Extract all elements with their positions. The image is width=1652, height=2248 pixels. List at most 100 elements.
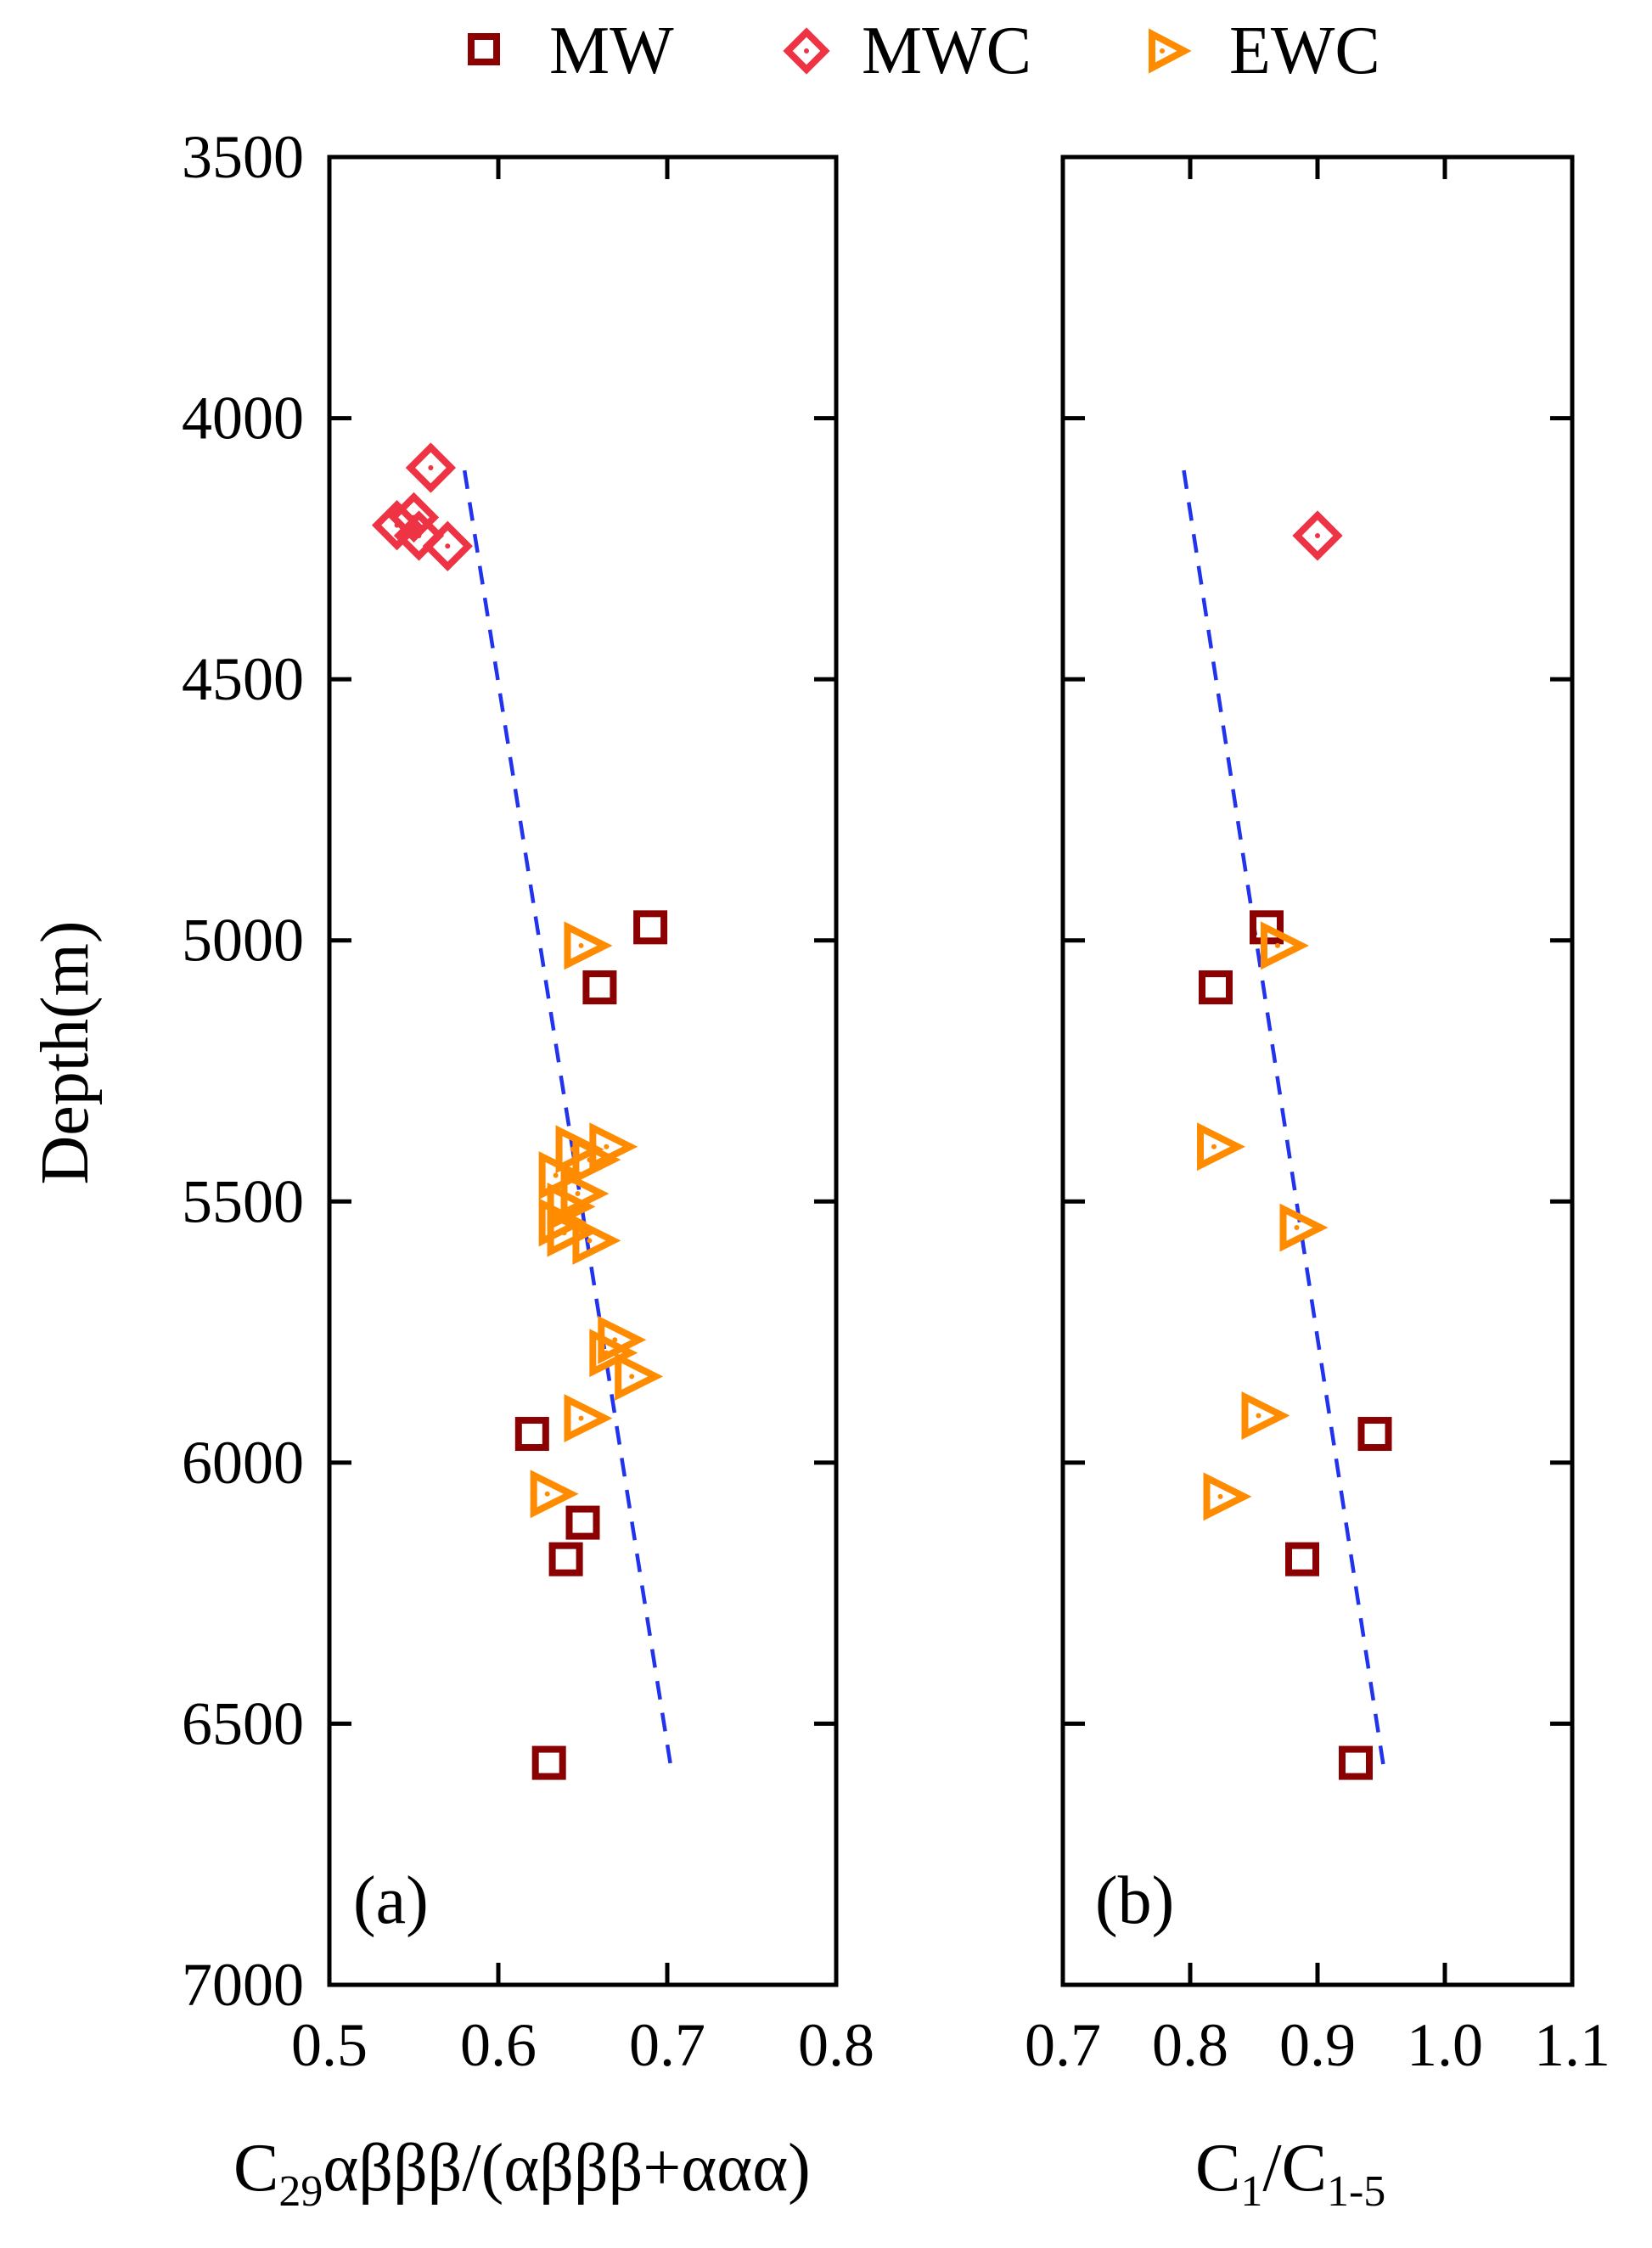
y-tick-label-6: 6500 [182,1689,304,1757]
point-a-ewc-14 [530,1470,579,1519]
point-a-ewc-11-dot [604,1350,610,1356]
y-tick-label-2: 4500 [182,645,304,713]
legend-item-mwc: MWC [783,14,1031,88]
point-a-mwc-4-dot [445,543,451,549]
point-b-ewc-4-dot [1217,1493,1223,1499]
point-b-mwc-0-dot [1315,532,1320,538]
point-a-ewc-8 [547,1208,596,1257]
point-a-ewc-6-dot [561,1204,567,1210]
point-b-ewc-0-dot [1275,942,1280,948]
point-a-ewc-0 [564,921,613,970]
point-a-ewc-14-dot [544,1491,550,1497]
y-tick-label-4: 5500 [182,1167,304,1235]
legend-label-ewc: EWC [1229,14,1380,88]
point-b-mw-2 [1357,1417,1392,1452]
point-a-ewc-3-dot [587,1157,593,1163]
point-a-ewc-12 [615,1352,664,1401]
point-a-ewc-4-dot [553,1172,559,1178]
point-b-ewc-2 [1279,1203,1329,1252]
x-axis-title-a-base: C [233,2131,278,2206]
x-tick-label-a-2: 0.7 [629,2011,705,2079]
point-a-ewc-12-dot [629,1374,635,1380]
x-axis-title-b: C1/C1-5 [1195,2131,1385,2216]
point-a-mw-4 [548,1542,583,1576]
x-tick-label-b-1: 0.8 [1152,2011,1228,2079]
point-a-mw-5 [531,1745,566,1780]
y-axis-title: Depth(m) [28,920,103,1184]
legend-marker-mwc [783,27,830,75]
point-b-ewc-0 [1261,921,1309,970]
point-a-mwc-3-dot [416,532,422,538]
x-axis-title-b-sub2: 1-5 [1327,2167,1385,2216]
x-axis-title-b-base: C [1195,2131,1240,2206]
plot-frame-b [1060,155,1575,1987]
point-a-mw-1 [582,970,617,1005]
point-a-ewc-8-dot [561,1230,567,1236]
point-a-mwc-4 [422,520,473,571]
point-a-ewc-11 [589,1329,638,1378]
x-tick-label-b-0: 0.7 [1025,2011,1101,2079]
y-tick-label-1: 4000 [182,385,304,452]
point-b-ewc-4 [1203,1472,1252,1521]
y-tick-label-0: 3500 [182,123,304,191]
legend-label-mwc: MWC [862,14,1031,88]
data-points-a [371,442,668,1780]
point-a-mwc-2 [371,500,423,551]
point-a-ewc-7 [538,1198,587,1247]
point-b-ewc-3 [1241,1391,1290,1440]
point-a-mw-2 [514,1417,549,1452]
legend-item-ewc: EWC [1149,14,1380,88]
point-a-ewc-13 [564,1394,613,1443]
y-tick-label-5: 6000 [182,1429,304,1497]
point-a-ewc-5-dot [575,1191,581,1197]
data-points-b [1197,510,1392,1780]
panel-label-a: (a) [353,1863,429,1938]
point-a-ewc-9-dot [587,1238,593,1244]
x-axis-title-b-sub: 1 [1240,2167,1262,2216]
x-tick-label-b-2: 0.9 [1279,2011,1356,2079]
point-a-ewc-0-dot [578,942,584,948]
point-b-mw-1 [1199,970,1233,1005]
point-a-mw-3 [565,1505,600,1540]
point-a-ewc-13-dot [578,1415,584,1421]
point-a-ewc-1-dot [604,1144,610,1149]
point-a-ewc-3 [572,1135,621,1184]
x-axis-title-b-mid: /C [1262,2131,1327,2206]
x-tick-label-b-3: 1.0 [1407,2011,1483,2079]
plot-frame-a [327,155,839,1987]
x-tick-label-a-3: 0.8 [798,2011,874,2079]
legend-label-mw: MW [549,14,674,88]
point-a-mwc-0-dot [428,465,434,471]
x-axis-title-a-rest: αβββ/(αβββ+ααα) [323,2131,810,2206]
legend-item-mw: MW [468,14,674,88]
point-b-mw-3 [1285,1542,1319,1576]
trend-line-a [462,469,675,1777]
point-a-ewc-9 [572,1216,621,1265]
x-tick-label-b-4: 1.1 [1534,2011,1610,2079]
legend-marker-mw [468,33,500,65]
panel-a: 0.5 0.6 0.7 0.8 3500 4000 4500 5000 5500 6000 6500… [28,123,874,2216]
trend-line-b [1182,469,1387,1777]
x-axis-title-a: C29αβββ/(αβββ+ααα) [233,2131,811,2216]
x-tick-label-a-1: 0.6 [460,2011,537,2079]
point-a-mw-0 [633,910,668,945]
point-b-ewc-1 [1197,1122,1245,1172]
panel-label-b: (b) [1095,1863,1174,1938]
point-b-mwc-0 [1292,510,1343,561]
point-b-ewc-1-dot [1211,1144,1217,1149]
point-b-ewc-2-dot [1294,1225,1300,1231]
point-a-mwc-3 [393,510,445,561]
legend-marker-ewc [1149,28,1192,74]
point-b-ewc-3-dot [1256,1413,1261,1419]
point-b-mw-4 [1339,1745,1373,1780]
x-tick-label-a-0: 0.5 [291,2011,368,2079]
y-tick-label-3: 5000 [182,907,304,975]
axis-ticks-a: 0.5 0.6 0.7 0.8 3500 4000 4500 5000 5500 6000 6500… [182,123,874,2079]
panel-b: 0.7 0.8 0.9 1.0 1.1 (b) C1/C1-5 [1025,155,1610,2216]
legend: MW MWC EWC [468,14,1380,88]
x-axis-title-a-sub: 29 [278,2167,323,2216]
point-a-mwc-2-dot [394,522,400,528]
y-tick-label-7: 7000 [182,1951,304,2019]
point-a-mwc-0 [405,442,457,493]
